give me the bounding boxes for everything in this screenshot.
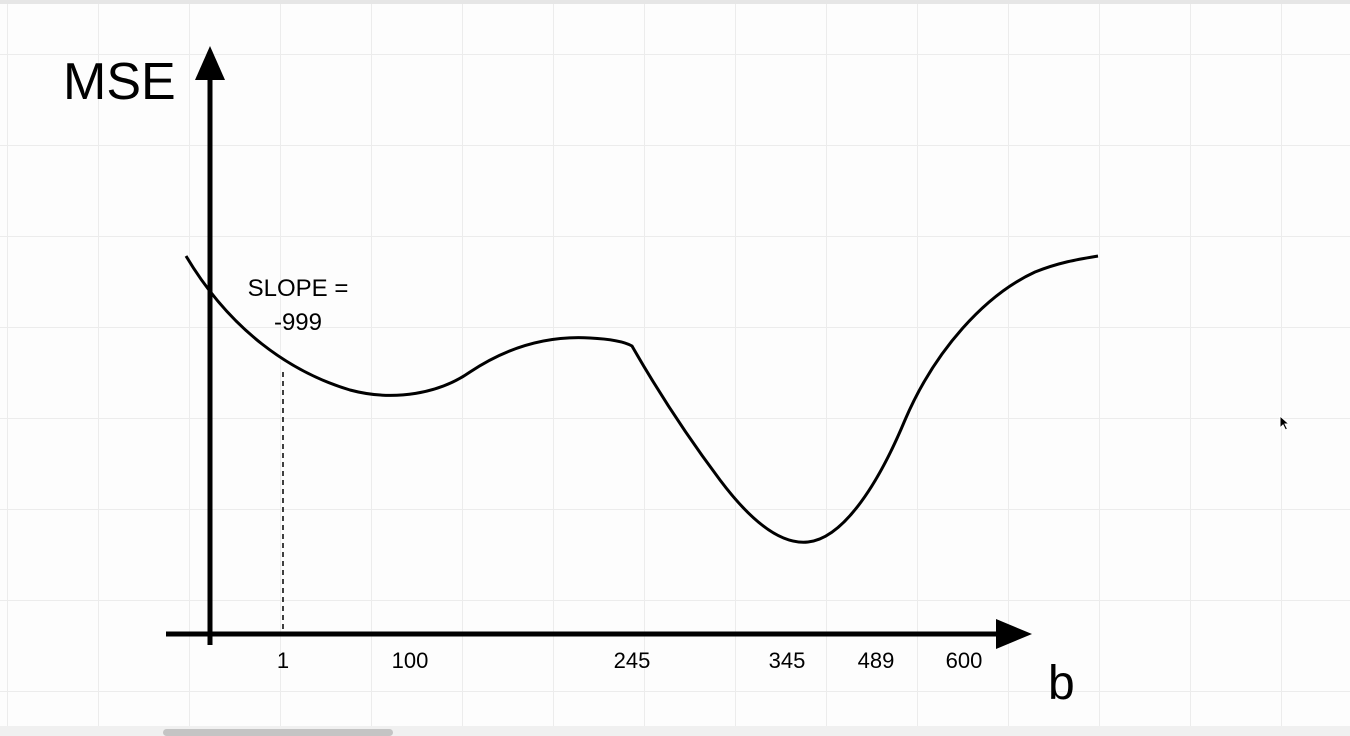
- tick-label: 600: [946, 648, 983, 673]
- tick-label: 345: [769, 648, 806, 673]
- tick-label: 100: [392, 648, 429, 673]
- mse-curve: [184, 254, 1099, 544]
- horizontal-scrollbar[interactable]: [0, 726, 1350, 736]
- x-axis-arrowhead: [996, 619, 1032, 649]
- window-top-edge: [0, 0, 1350, 4]
- slope-annotation-line1: SLOPE =: [248, 275, 349, 302]
- y-axis-label: MSE: [63, 53, 176, 111]
- tick-label: 489: [858, 648, 895, 673]
- slope-annotation-line2: -999: [274, 309, 322, 336]
- tick-label: 1: [277, 648, 289, 673]
- y-axis-arrowhead: [195, 46, 225, 80]
- scrollbar-thumb[interactable]: [163, 729, 393, 736]
- tick-label: 245: [614, 648, 651, 673]
- mouse-pointer-icon: [1279, 415, 1291, 431]
- x-axis-label: b: [1048, 657, 1075, 710]
